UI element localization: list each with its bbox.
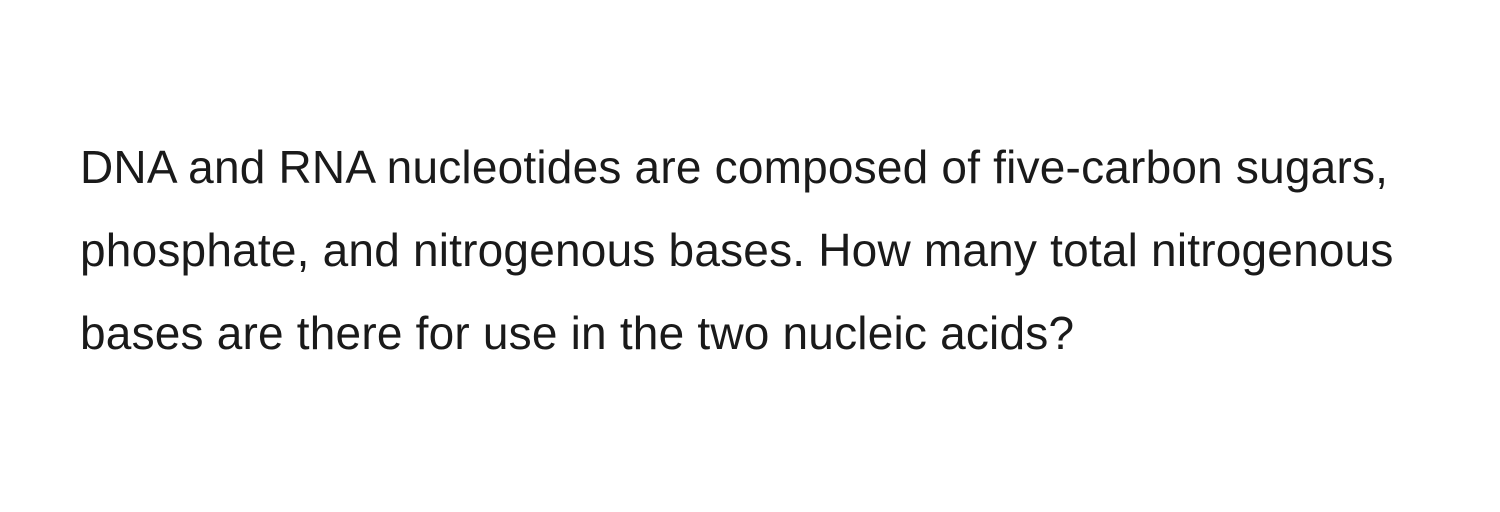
question-container: DNA and RNA nucleotides are composed of … [0,0,1500,374]
question-text: DNA and RNA nucleotides are composed of … [80,126,1420,374]
